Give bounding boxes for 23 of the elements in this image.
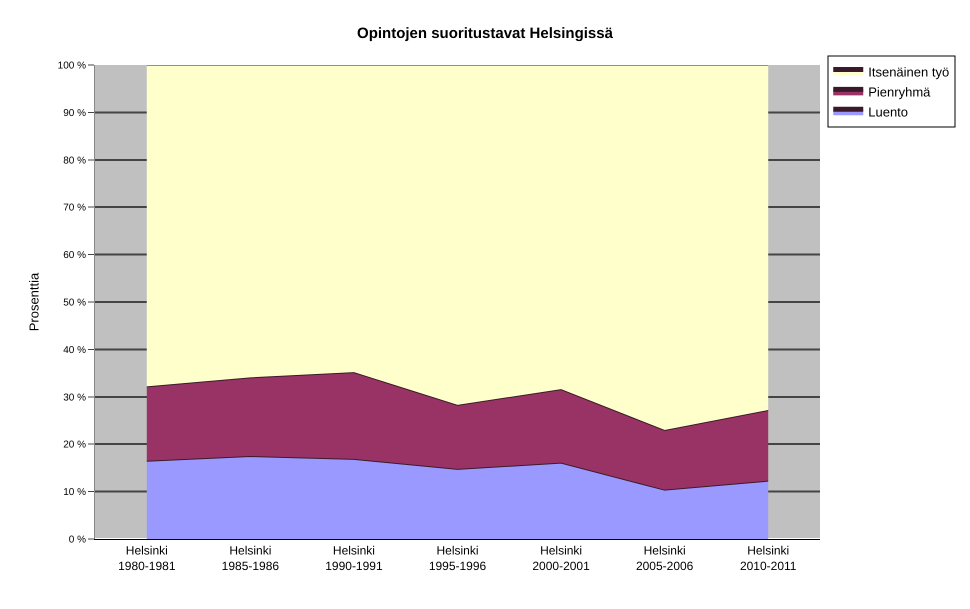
y-tick-label: 20 % xyxy=(63,440,86,451)
legend-label: Pienryhmä xyxy=(868,84,932,100)
y-tick-label: 40 % xyxy=(63,344,86,356)
legend-label: Itsenäinen työ xyxy=(868,64,950,80)
y-tick-label: 60 % xyxy=(63,250,86,262)
x-tick-label: Helsinki 1985-1986 xyxy=(222,543,280,573)
chart-title: Opintojen suoritustavat Helsingissä xyxy=(357,24,614,42)
x-tick-label: Helsinki 2010-2011 xyxy=(740,543,797,573)
x-tick-label: Helsinki 1990-1991 xyxy=(325,543,383,573)
y-tick-label: 70 % xyxy=(63,202,86,214)
y-tick-label: 80 % xyxy=(63,155,86,166)
x-tick-label: Helsinki 2005-2006 xyxy=(636,543,694,573)
x-tick-label: Helsinki 1995-1996 xyxy=(428,543,487,573)
x-tick-label: Helsinki 1980-1981 xyxy=(118,543,176,573)
y-tick-label: 30 % xyxy=(63,392,86,404)
y-axis-title: Prosenttia xyxy=(26,272,42,332)
y-tick-label: 100 % xyxy=(58,60,86,72)
y-tick-label: 0 % xyxy=(68,534,86,546)
y-tick-label: 50 % xyxy=(63,298,86,308)
y-tick-label: 90 % xyxy=(63,108,86,119)
x-tick-label: Helsinki 2000-2001 xyxy=(532,543,590,573)
legend-label: Luento xyxy=(868,104,908,120)
y-tick-label: 10 % xyxy=(63,487,86,498)
